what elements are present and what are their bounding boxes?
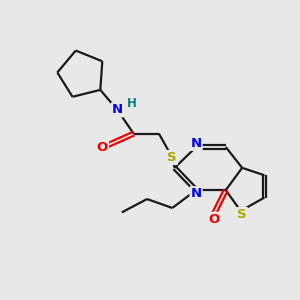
- Text: S: S: [237, 208, 247, 221]
- Text: S: S: [167, 151, 177, 164]
- Text: N: N: [190, 137, 202, 150]
- Text: N: N: [112, 103, 123, 116]
- Text: N: N: [190, 187, 202, 200]
- Text: O: O: [208, 213, 220, 226]
- Text: H: H: [127, 97, 137, 110]
- Text: O: O: [97, 141, 108, 154]
